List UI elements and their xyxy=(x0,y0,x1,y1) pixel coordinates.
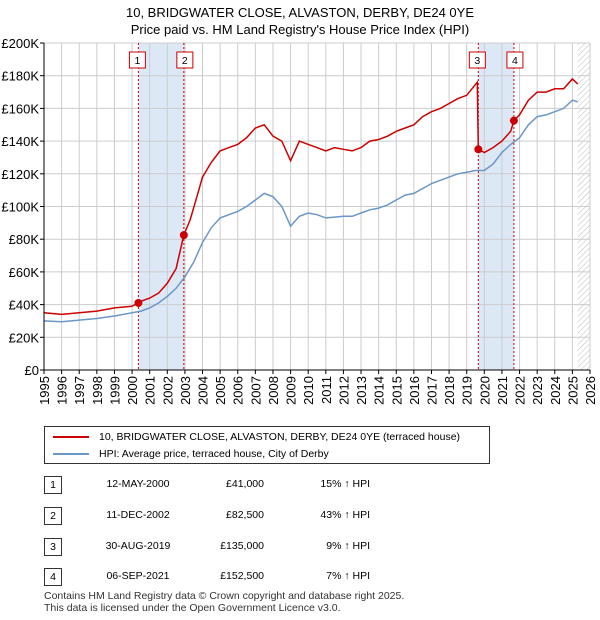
sale-point-1 xyxy=(134,298,143,307)
transaction-date: 11-DEC-2002 xyxy=(106,509,170,521)
transaction-number: 4 xyxy=(44,568,62,586)
sale-point-4 xyxy=(509,116,518,125)
footer-copyright: Contains HM Land Registry data © Crown c… xyxy=(44,590,405,602)
marker-box-1 xyxy=(128,51,146,69)
x-tick-label-11: 2006 xyxy=(231,376,246,405)
x-tick-label-28: 2023 xyxy=(530,376,545,405)
chart-subtitle: Price paid vs. HM Land Registry's House … xyxy=(130,22,470,37)
transaction-hpi: 7% ↑ HPI xyxy=(326,570,370,582)
marker-box-2 xyxy=(176,51,194,69)
transaction-price: £152,500 xyxy=(220,570,264,582)
marker-label-3: 3 xyxy=(474,55,480,67)
x-tick-label-17: 2012 xyxy=(336,376,351,405)
x-tick-label-8: 2003 xyxy=(178,376,193,405)
y-tick-label-4: £80K xyxy=(9,232,40,247)
x-tick-label-3: 1998 xyxy=(90,376,105,405)
transaction-number: 1 xyxy=(44,476,62,494)
legend-hpi-line-icon xyxy=(53,453,89,455)
transaction-hpi: 15% ↑ HPI xyxy=(320,478,370,490)
x-tick-label-22: 2017 xyxy=(424,376,439,405)
legend: 10, BRIDGWATER CLOSE, ALVASTON, DERBY, D… xyxy=(44,426,490,464)
legend-property-label: 10, BRIDGWATER CLOSE, ALVASTON, DERBY, D… xyxy=(99,431,461,443)
transaction-price: £41,000 xyxy=(226,478,264,490)
x-tick-label-24: 2019 xyxy=(460,376,475,405)
transaction-price: £135,000 xyxy=(220,540,264,552)
price-chart: 1 2 3 4 £0 £20K £40K £60K £80K £100K £120K £140K £16… xyxy=(1,36,598,405)
y-tick-label-9: £180K xyxy=(1,69,39,84)
marker-label-4: 4 xyxy=(512,55,518,67)
x-tick-label-30: 2025 xyxy=(565,376,580,405)
x-tick-label-6: 2001 xyxy=(143,376,158,405)
x-tick-label-1: 1996 xyxy=(55,376,70,405)
x-tick-label-31: 2026 xyxy=(583,376,598,405)
x-tick-label-29: 2024 xyxy=(548,376,563,405)
x-tick-label-14: 2009 xyxy=(284,376,299,405)
transaction-row-3: 3 30-AUG-2019 £135,000 9% ↑ HPI xyxy=(44,538,464,556)
transaction-number: 3 xyxy=(44,538,62,556)
x-tick-label-0: 1995 xyxy=(37,376,52,405)
y-tick-label-1: £20K xyxy=(9,330,40,345)
sale-point-2 xyxy=(179,231,188,240)
transaction-date: 30-AUG-2019 xyxy=(105,540,171,552)
legend-property-line-icon xyxy=(53,436,89,438)
x-tick-label-23: 2018 xyxy=(442,376,457,405)
chart-title: 10, BRIDGWATER CLOSE, ALVASTON, DERBY, D… xyxy=(126,5,474,20)
transaction-row-4: 4 06-SEP-2021 £152,500 7% ↑ HPI xyxy=(44,568,464,586)
transaction-row-2: 2 11-DEC-2002 £82,500 43% ↑ HPI xyxy=(44,507,464,525)
x-tick-label-13: 2008 xyxy=(266,376,281,405)
x-tick-label-16: 2011 xyxy=(319,376,334,404)
transaction-hpi: 43% ↑ HPI xyxy=(320,509,370,521)
legend-item-property: 10, BRIDGWATER CLOSE, ALVASTON, DERBY, D… xyxy=(53,429,460,445)
legend-item-hpi: HPI: Average price, terraced house, City… xyxy=(53,446,329,462)
sale-point-3 xyxy=(474,145,483,154)
x-tick-label-5: 2000 xyxy=(125,376,140,405)
x-tick-label-4: 1999 xyxy=(107,376,122,405)
transaction-date: 12-MAY-2000 xyxy=(106,478,170,490)
y-tick-label-7: £140K xyxy=(1,134,39,149)
x-tick-label-10: 2005 xyxy=(213,376,228,405)
legend-hpi-label: HPI: Average price, terraced house, City… xyxy=(99,448,329,460)
transaction-row-1: 1 12-MAY-2000 £41,000 15% ↑ HPI xyxy=(44,476,464,494)
x-tick-label-21: 2016 xyxy=(407,376,422,405)
x-tick-label-26: 2021 xyxy=(495,376,510,405)
x-tick-label-20: 2015 xyxy=(389,376,404,405)
x-tick-label-15: 2010 xyxy=(301,376,316,405)
x-tick-label-12: 2007 xyxy=(248,376,263,405)
footer-licence: This data is licensed under the Open Gov… xyxy=(44,602,341,614)
y-tick-label-0: £0 xyxy=(25,363,39,378)
y-tick-label-6: £120K xyxy=(1,167,39,182)
marker-label-2: 2 xyxy=(182,55,188,67)
x-tick-label-9: 2004 xyxy=(196,376,211,405)
x-tick-label-18: 2013 xyxy=(354,376,369,405)
hpi-series-line xyxy=(43,99,578,323)
y-tick-label-2: £40K xyxy=(9,298,40,313)
transaction-hpi: 9% ↑ HPI xyxy=(326,540,370,552)
x-tick-label-2: 1997 xyxy=(72,376,87,405)
y-tick-label-8: £160K xyxy=(1,101,39,116)
marker-box-4 xyxy=(506,51,524,69)
y-tick-label-3: £60K xyxy=(9,265,40,280)
marker-label-1: 1 xyxy=(134,55,140,67)
x-tick-label-19: 2014 xyxy=(372,376,387,405)
transaction-number: 2 xyxy=(44,507,62,525)
marker-box-3 xyxy=(468,51,486,69)
x-tick-label-27: 2022 xyxy=(513,376,528,405)
transaction-date: 06-SEP-2021 xyxy=(106,570,170,582)
y-tick-label-10: £200K xyxy=(1,36,39,51)
property-series-line xyxy=(43,77,579,316)
transaction-price: £82,500 xyxy=(226,509,264,521)
footer: Contains HM Land Registry data © Crown c… xyxy=(44,590,404,614)
y-tick-label-5: £100K xyxy=(1,200,39,215)
x-tick-label-25: 2020 xyxy=(477,376,492,405)
x-tick-label-7: 2002 xyxy=(160,376,175,405)
